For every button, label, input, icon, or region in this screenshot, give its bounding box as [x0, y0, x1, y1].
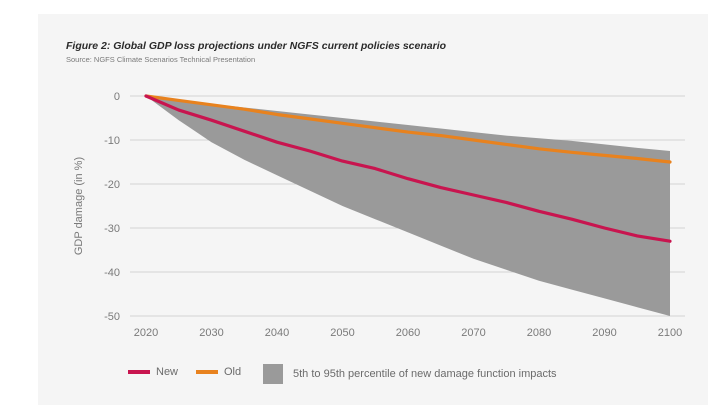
percentile-band-layer	[146, 96, 670, 316]
x-tick-label: 2070	[461, 327, 485, 339]
legend-label-band: 5th to 95th percentile of new damage fun…	[293, 368, 557, 380]
x-tick-label: 2050	[330, 327, 354, 339]
x-tick-label: 2060	[396, 327, 420, 339]
y-tick-label: -50	[104, 311, 120, 323]
x-tick-label: 2100	[658, 327, 682, 339]
legend-label-old: Old	[224, 366, 242, 378]
legend-item-old: Old	[196, 366, 241, 378]
y-axis-ticks: 0 -10 -20 -30 -40 -50	[104, 91, 120, 323]
legend-item-new: New	[128, 366, 178, 378]
x-tick-label: 2090	[592, 327, 616, 339]
chart-title: Figure 2: Global GDP loss projections un…	[66, 40, 447, 52]
y-tick-label: -20	[104, 179, 120, 191]
legend-label-new: New	[156, 366, 179, 378]
chart-source: Source: NGFS Climate Scenarios Technical…	[66, 55, 256, 64]
legend-swatch-band	[263, 364, 283, 384]
x-axis-ticks: 2020 2030 2040 2050 2060 2070 2080 2090 2100	[134, 327, 682, 339]
legend-item-band: 5th to 95th percentile of new damage fun…	[263, 364, 557, 384]
y-tick-label: 0	[114, 91, 120, 103]
series-lines-layer	[144, 94, 672, 243]
y-tick-label: -10	[104, 135, 120, 147]
percentile-band	[146, 96, 670, 316]
x-tick-label: 2080	[527, 327, 551, 339]
x-tick-label: 2040	[265, 327, 289, 339]
y-tick-label: -40	[104, 267, 120, 279]
x-tick-label: 2020	[134, 327, 158, 339]
y-axis-label: GDP damage (in %)	[73, 157, 85, 255]
legend-swatch-new	[128, 370, 150, 374]
y-tick-label: -30	[104, 223, 120, 235]
series-line-old	[144, 94, 672, 164]
x-tick-label: 2030	[199, 327, 223, 339]
series-line-new	[144, 94, 672, 243]
legend-swatch-old	[196, 370, 218, 374]
